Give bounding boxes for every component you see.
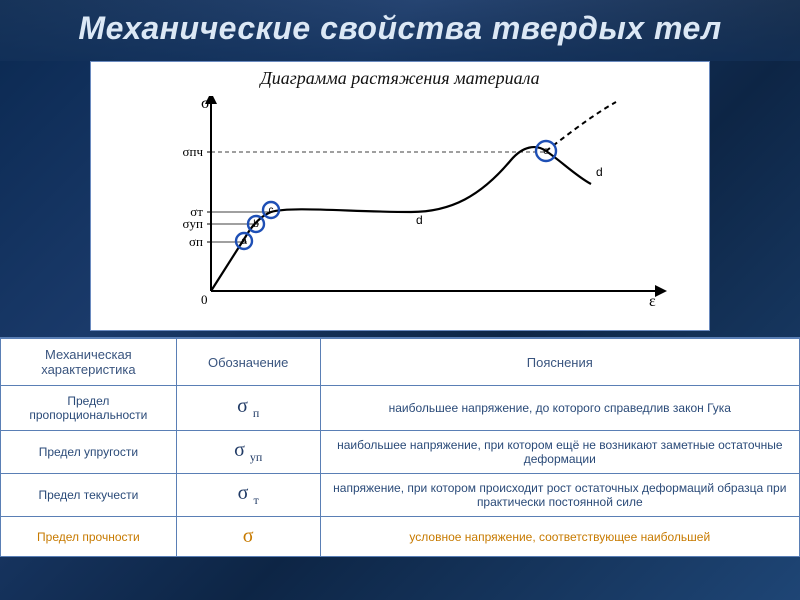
cell-explanation: напряжение, при котором происходит рост … [320, 474, 799, 517]
svg-text:σ: σ [201, 96, 210, 112]
th-symbol: Обозначение [176, 339, 320, 386]
svg-text:σуп: σуп [183, 216, 204, 231]
title-band: Механические свойства твердых тел [0, 0, 800, 61]
cell-symbol: σ уп [176, 431, 320, 474]
stress-strain-diagram: σпчσтσупσпabceddσε0 [151, 96, 671, 322]
table-header-row: Механическая характеристика Обозначение … [1, 339, 800, 386]
svg-text:e: e [543, 146, 549, 157]
cell-symbol: σ [176, 517, 320, 557]
properties-table: Механическая характеристика Обозначение … [0, 338, 800, 557]
svg-text:a: a [241, 236, 247, 247]
table-row: Предел прочностиσусловное напряжение, со… [1, 517, 800, 557]
svg-text:d: d [416, 213, 423, 227]
cell-explanation: наибольшее напряжение, до которого справ… [320, 386, 799, 431]
cell-label: Предел упругости [1, 431, 177, 474]
cell-label: Предел прочности [1, 517, 177, 557]
svg-text:d: d [596, 165, 603, 179]
cell-symbol: σ п [176, 386, 320, 431]
chart-panel: Диаграмма растяжения материала σпчσтσупσ… [90, 61, 710, 331]
chart-title: Диаграмма растяжения материала [91, 62, 709, 91]
cell-explanation: условное напряжение, соответствующее наи… [320, 517, 799, 557]
properties-table-wrap: Механическая характеристика Обозначение … [0, 337, 800, 557]
cell-explanation: наибольшее напряжение, при котором ещё н… [320, 431, 799, 474]
chart-area: σпчσтσупσпabceddσε0 [151, 96, 669, 320]
svg-text:b: b [253, 219, 259, 230]
th-characteristic: Механическая характеристика [1, 339, 177, 386]
svg-text:σп: σп [189, 234, 203, 249]
table-row: Предел текучестиσ тнапряжение, при котор… [1, 474, 800, 517]
page-title: Механические свойства твердых тел [20, 10, 780, 47]
svg-text:0: 0 [201, 292, 208, 307]
cell-label: Предел текучести [1, 474, 177, 517]
th-explanation: Пояснения [320, 339, 799, 386]
cell-label: Предел пропорциональности [1, 386, 177, 431]
table-row: Предел пропорциональностиσ пнаибольшее н… [1, 386, 800, 431]
svg-text:ε: ε [649, 293, 656, 310]
cell-symbol: σ т [176, 474, 320, 517]
svg-text:c: c [269, 205, 274, 216]
table-body: Предел пропорциональностиσ пнаибольшее н… [1, 386, 800, 557]
svg-text:σпч: σпч [182, 144, 203, 159]
table-row: Предел упругостиσ упнаибольшее напряжени… [1, 431, 800, 474]
